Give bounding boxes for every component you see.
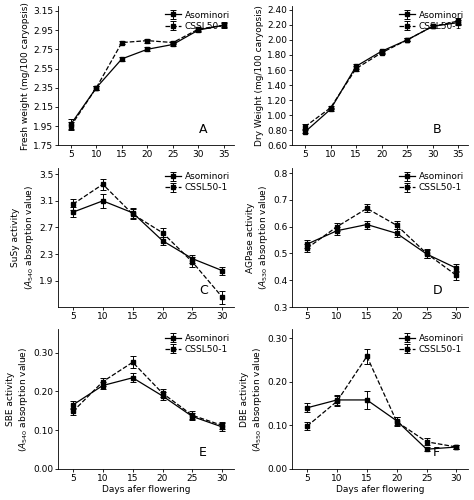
Legend: Asominori, CSSL50-1: Asominori, CSSL50-1 — [397, 332, 466, 356]
Legend: Asominori, CSSL50-1: Asominori, CSSL50-1 — [163, 8, 231, 32]
Text: E: E — [199, 446, 207, 459]
Y-axis label: DBE activity
($A_{550}$ absorption value): DBE activity ($A_{550}$ absorption value… — [240, 346, 264, 452]
Text: D: D — [433, 284, 443, 298]
Text: B: B — [433, 122, 442, 136]
Y-axis label: AGPase activity
($A_{530}$ absorption value): AGPase activity ($A_{530}$ absorption va… — [246, 185, 270, 290]
Y-axis label: Dry Weight (mg/100 caryopsis): Dry Weight (mg/100 caryopsis) — [255, 6, 264, 146]
Y-axis label: SuSy activity
($A_{540}$ absorption value): SuSy activity ($A_{540}$ absorption valu… — [11, 185, 36, 290]
Y-axis label: Fresh weight (mg/100 caryopsis): Fresh weight (mg/100 caryopsis) — [21, 2, 30, 150]
Legend: Asominori, CSSL50-1: Asominori, CSSL50-1 — [163, 332, 231, 356]
Text: F: F — [433, 446, 440, 459]
Text: C: C — [199, 284, 208, 298]
Text: A: A — [199, 122, 208, 136]
Legend: Asominori, CSSL50-1: Asominori, CSSL50-1 — [163, 170, 231, 194]
Legend: Asominori, CSSL50-1: Asominori, CSSL50-1 — [397, 8, 466, 32]
Y-axis label: SBE activity
($A_{540}$ absorption value): SBE activity ($A_{540}$ absorption value… — [6, 346, 30, 452]
Legend: Asominori, CSSL50-1: Asominori, CSSL50-1 — [397, 170, 466, 194]
X-axis label: Days afer flowering: Days afer flowering — [336, 486, 425, 494]
X-axis label: Days afer flowering: Days afer flowering — [102, 486, 191, 494]
